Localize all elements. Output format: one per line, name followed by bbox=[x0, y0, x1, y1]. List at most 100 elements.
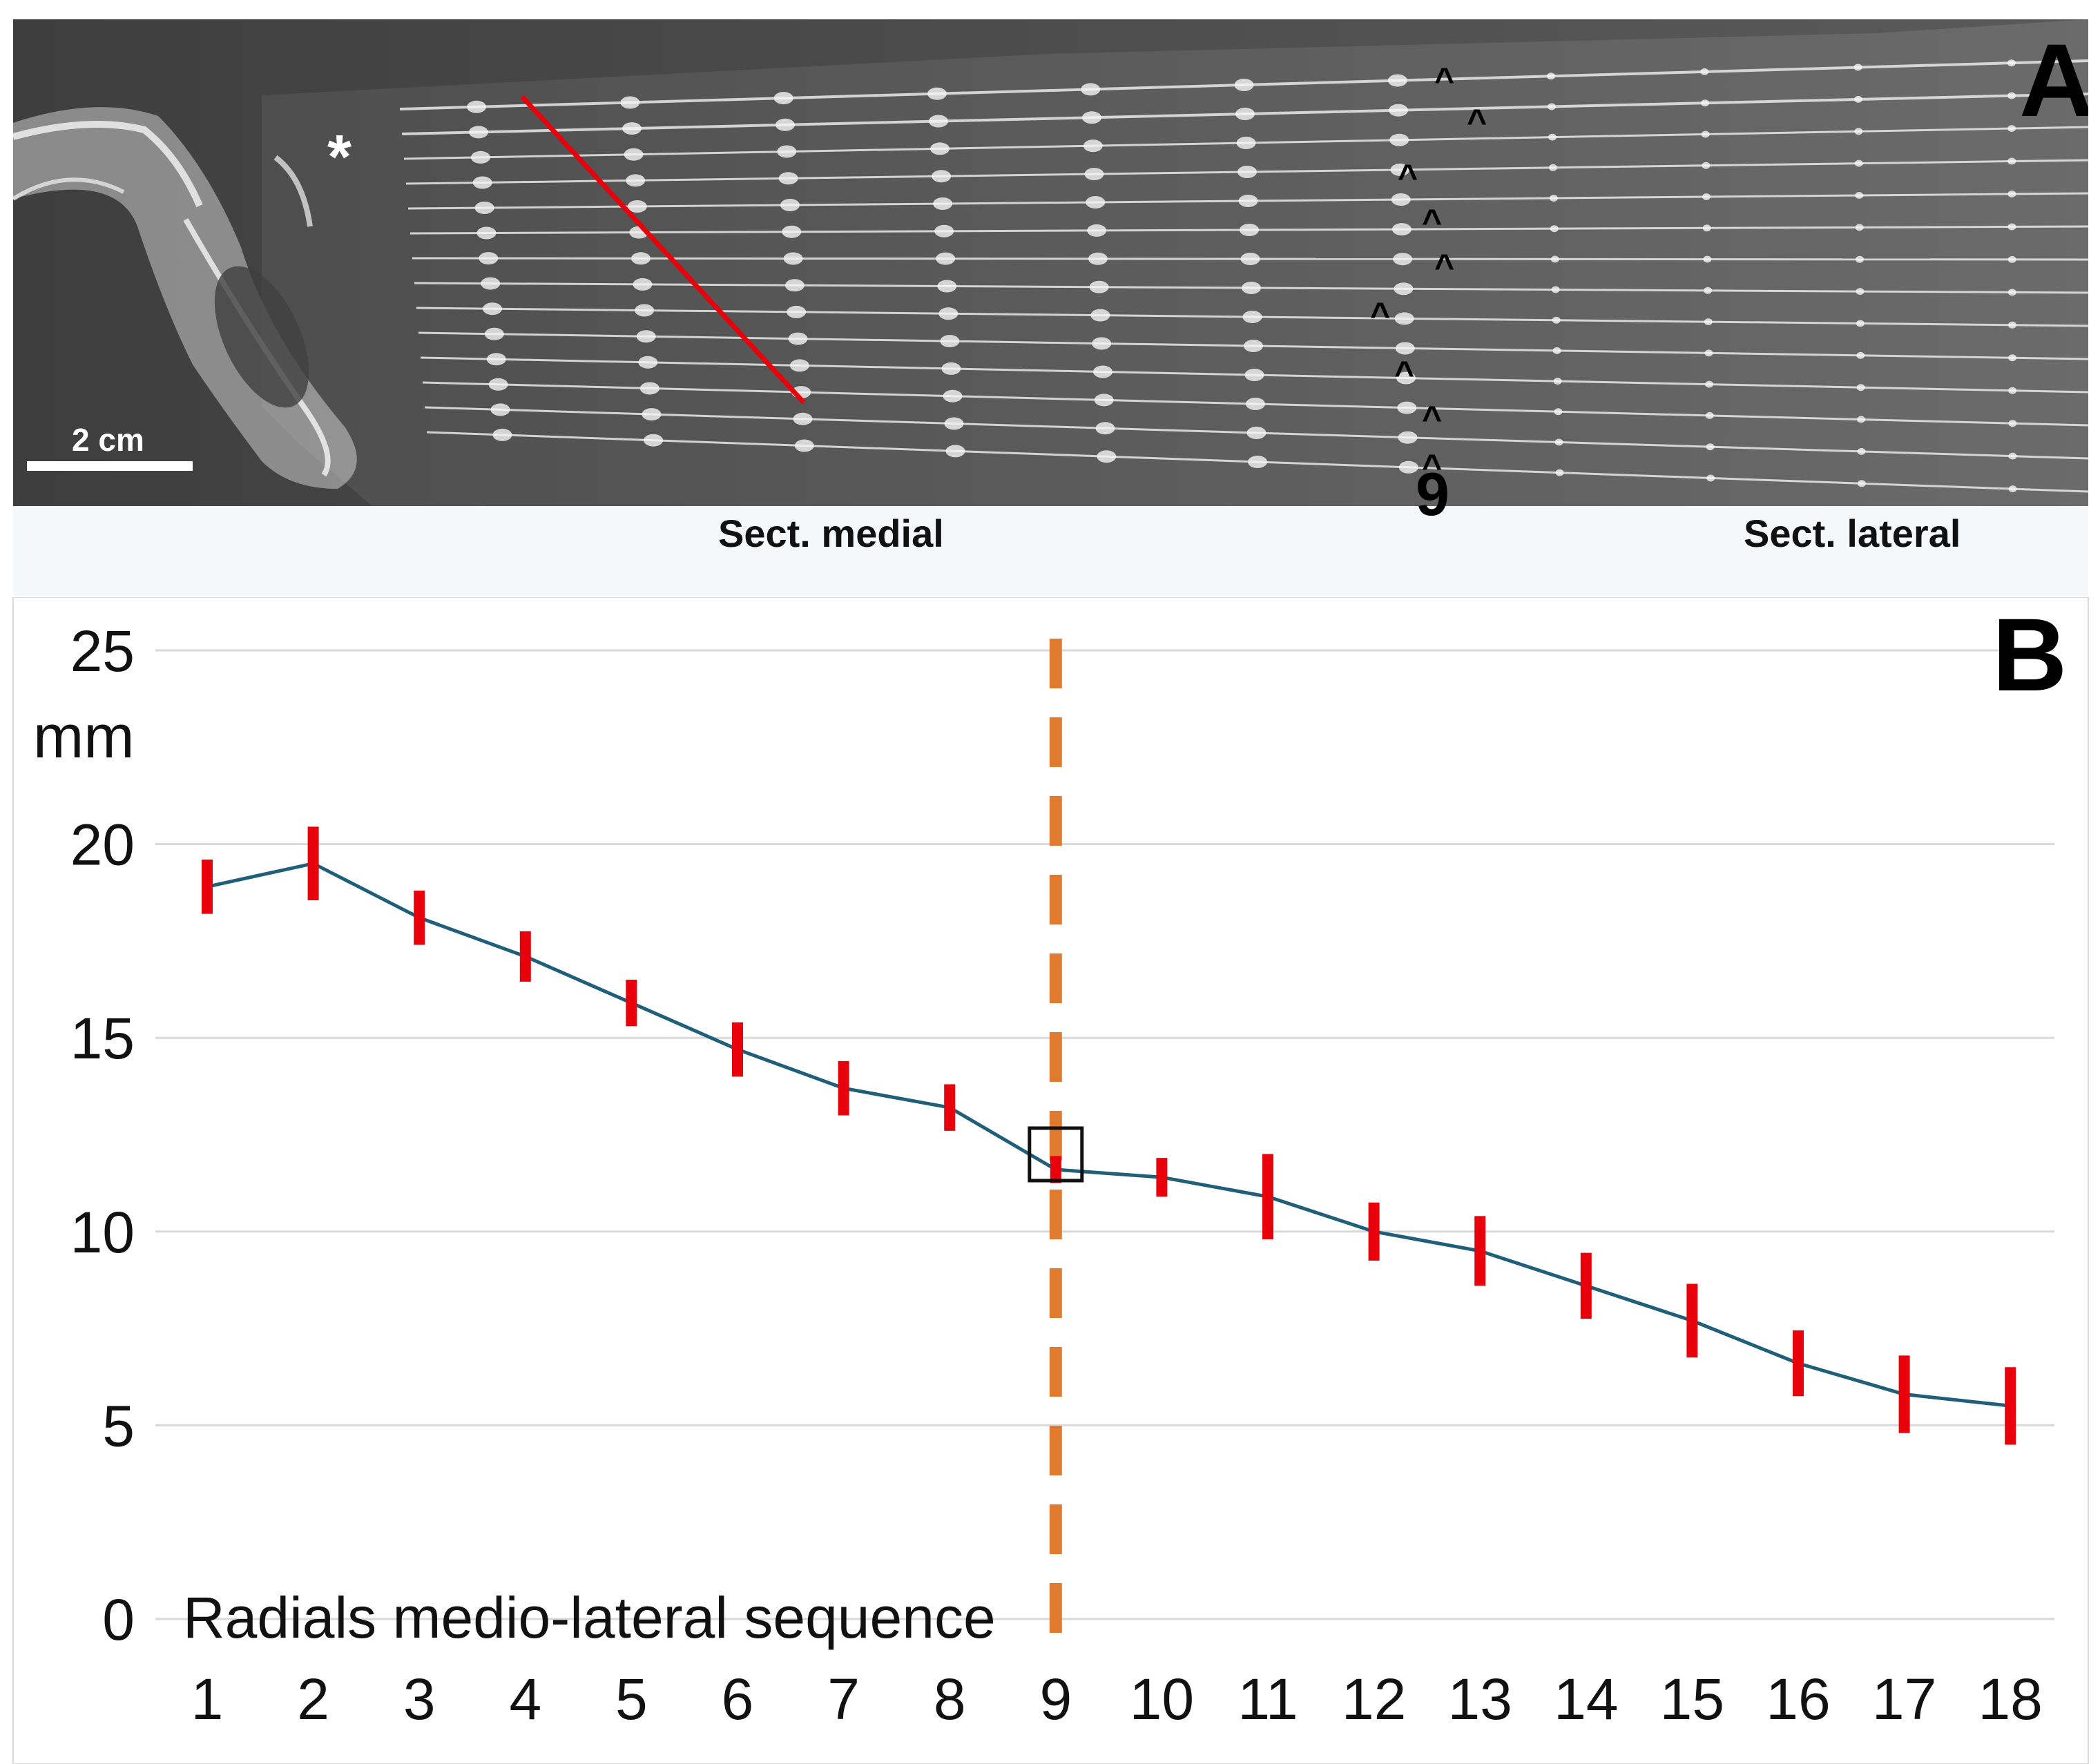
radial-segment-joint bbox=[1854, 128, 1863, 135]
radial-segment-joint bbox=[776, 118, 795, 131]
x-tick-label: 7 bbox=[827, 1667, 860, 1732]
radial-segment-joint bbox=[1235, 108, 1255, 120]
radial-segment-joint bbox=[486, 353, 506, 366]
y-tick-labels: 0 5 10 15 20 25 bbox=[70, 619, 135, 1652]
x-tick-label: 16 bbox=[1766, 1667, 1830, 1732]
radial-segment-joint bbox=[2007, 289, 2016, 296]
x-tick-labels: 1 2 3 4 5 6 7 8 9 10 11 12 13 14 15 16 17 18 bbox=[191, 1667, 2043, 1732]
radial-segment-joint bbox=[490, 403, 510, 416]
radial-segment-joint bbox=[780, 199, 800, 211]
radial-segment-joint bbox=[1555, 469, 1564, 476]
radial-segment-joint bbox=[2008, 387, 2017, 394]
y-axis-label: mm bbox=[33, 702, 135, 770]
radial-segment-joint bbox=[1394, 282, 1414, 295]
radial-segment-joint bbox=[1093, 365, 1112, 378]
radial-segment-joint bbox=[930, 142, 950, 155]
radial-segment-joint bbox=[1857, 416, 1866, 423]
y-tick-label: 20 bbox=[70, 813, 135, 878]
radial-segment-joint bbox=[789, 359, 809, 372]
radial-segment-joint bbox=[1397, 401, 1417, 414]
radial-segment-joint bbox=[639, 382, 659, 395]
radial-segment-joint bbox=[1094, 394, 1114, 407]
radial-segment-joint bbox=[1547, 72, 1555, 80]
radial-segment-joint bbox=[642, 408, 662, 421]
radial-segment-joint bbox=[782, 225, 802, 238]
radial-segment-joint bbox=[1702, 162, 1711, 169]
radial-segment-joint bbox=[1549, 195, 1558, 202]
radial-segment-joint bbox=[1395, 342, 1415, 355]
radial-segment-joint bbox=[933, 197, 953, 210]
x-tick-label: 9 bbox=[1039, 1667, 1072, 1732]
radial-ray bbox=[403, 126, 2088, 160]
radial-segment-joint bbox=[1393, 253, 1413, 266]
svg-text:^: ^ bbox=[1422, 447, 1442, 486]
radial-segment-joint bbox=[1856, 351, 1865, 359]
radial-ray bbox=[422, 381, 2088, 427]
sect-medial-label: Sect. medial bbox=[718, 512, 944, 555]
radial-segment-joint bbox=[1552, 316, 1561, 324]
radial-segment-joint bbox=[627, 200, 647, 213]
radial-segment-joint bbox=[944, 417, 964, 430]
radial-segment-joint bbox=[793, 412, 813, 425]
radial-segment-joint bbox=[1856, 288, 1865, 295]
radial-segment-joint bbox=[1248, 456, 1267, 468]
radial-segment-joint bbox=[1095, 422, 1115, 435]
radial-ray bbox=[418, 331, 2088, 360]
radial-segment-joint bbox=[927, 87, 947, 100]
radial-9-marker: 9 bbox=[1416, 460, 1449, 528]
x-tick-label: 18 bbox=[1978, 1667, 2042, 1732]
radial-segment-joint bbox=[1398, 431, 1418, 444]
radial-segment-joint bbox=[1548, 164, 1557, 171]
radial-segment-joint bbox=[1242, 311, 1262, 323]
radial-segment-joint bbox=[1390, 163, 1410, 176]
x-tick-label: 12 bbox=[1342, 1667, 1406, 1732]
radial-segment-joint bbox=[1856, 320, 1865, 327]
highlight-marker-box bbox=[1028, 1126, 1084, 1183]
radial-segment-joint bbox=[626, 174, 646, 187]
radial-segment-joint bbox=[644, 434, 664, 447]
radial-segment-joint bbox=[470, 151, 490, 164]
radial-segment-joint bbox=[1704, 287, 1713, 294]
x-tick-label: 6 bbox=[722, 1667, 754, 1732]
radial-segment-joint bbox=[1706, 474, 1715, 482]
x-tick-label: 17 bbox=[1872, 1667, 1936, 1732]
radial-segment-joint bbox=[624, 148, 644, 161]
svg-text:^: ^ bbox=[1434, 61, 1454, 99]
radial-segment-joint bbox=[631, 252, 651, 265]
radial-segment-joint bbox=[1548, 133, 1557, 141]
y-tick-label: 15 bbox=[70, 1006, 135, 1071]
radial-segment-joint bbox=[1550, 255, 1559, 263]
radial-ray bbox=[412, 257, 2088, 261]
radial-segment-joint bbox=[1236, 137, 1256, 149]
x-tick-label: 8 bbox=[934, 1667, 966, 1732]
radial-segment-joint bbox=[1240, 224, 1259, 236]
radial-segment-joint bbox=[1705, 380, 1714, 388]
radial-segment-joint bbox=[1083, 139, 1103, 153]
radial-segment-joint bbox=[488, 378, 508, 391]
radial-segment-joint bbox=[484, 327, 504, 340]
fin-radials bbox=[399, 59, 2088, 493]
radial-segment-joint bbox=[1398, 461, 1418, 474]
radial-segment-joint bbox=[1244, 340, 1263, 352]
radial-segment-joint bbox=[1394, 312, 1414, 325]
radial-segment-joint bbox=[479, 252, 499, 265]
radial-segment-joint bbox=[1087, 224, 1107, 237]
radial-segment-joint bbox=[1552, 347, 1561, 354]
svg-text:^: ^ bbox=[1467, 102, 1487, 141]
radial-segment-joint bbox=[476, 226, 497, 240]
svg-text:^: ^ bbox=[1422, 202, 1442, 241]
radial-segment-joint bbox=[1234, 79, 1254, 91]
radial-segment-joint bbox=[787, 305, 807, 318]
radial-ray bbox=[407, 192, 2088, 210]
radial-segment-joint bbox=[2007, 59, 2016, 67]
radial-segment-joint bbox=[638, 356, 658, 369]
radial-segment-joint bbox=[1391, 193, 1411, 206]
radial-segment-joint bbox=[2007, 92, 2016, 99]
radial-segment-joint bbox=[1089, 280, 1109, 293]
svg-text:^: ^ bbox=[1398, 157, 1418, 196]
radial-segment-joint bbox=[1084, 168, 1104, 181]
radial-segment-joint bbox=[1551, 286, 1560, 293]
radial-segment-joint bbox=[1246, 398, 1265, 410]
radial-segment-joint bbox=[620, 96, 640, 109]
radial-segment-joint bbox=[1700, 68, 1709, 75]
